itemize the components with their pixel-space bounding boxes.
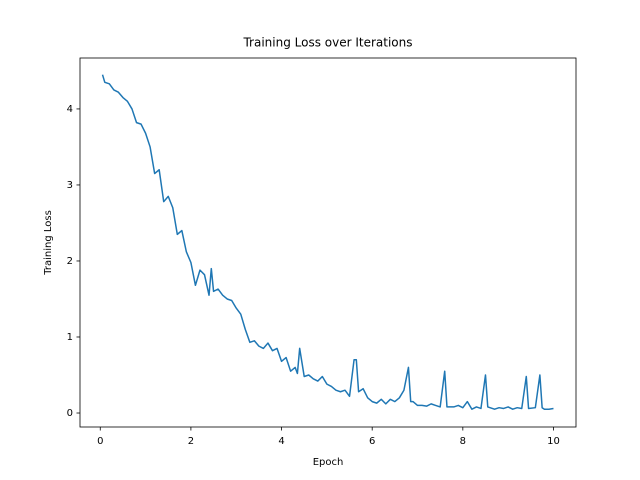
x-tick-label: 8 bbox=[460, 436, 466, 447]
x-tick-label: 2 bbox=[188, 436, 194, 447]
x-tick-label: 4 bbox=[278, 436, 284, 447]
y-axis-label: Training Loss bbox=[43, 210, 54, 276]
y-tick-label: 3 bbox=[67, 180, 73, 191]
y-tick-label: 1 bbox=[67, 332, 73, 343]
plot-area: 0 1 2 3 4 0 2 4 6 8 10 bbox=[67, 74, 560, 447]
chart-title: Training Loss over Iterations bbox=[242, 36, 412, 50]
data-line bbox=[101, 74, 554, 410]
x-axis-label: Epoch bbox=[313, 457, 344, 468]
axes-frame bbox=[79, 57, 577, 428]
x-tick-label: 10 bbox=[547, 436, 560, 447]
x-tick-label: 0 bbox=[97, 436, 103, 447]
x-tick-label: 6 bbox=[369, 436, 375, 447]
y-tick-label: 4 bbox=[67, 104, 73, 115]
y-tick-label: 2 bbox=[67, 256, 73, 267]
y-tick-label: 0 bbox=[67, 408, 73, 419]
